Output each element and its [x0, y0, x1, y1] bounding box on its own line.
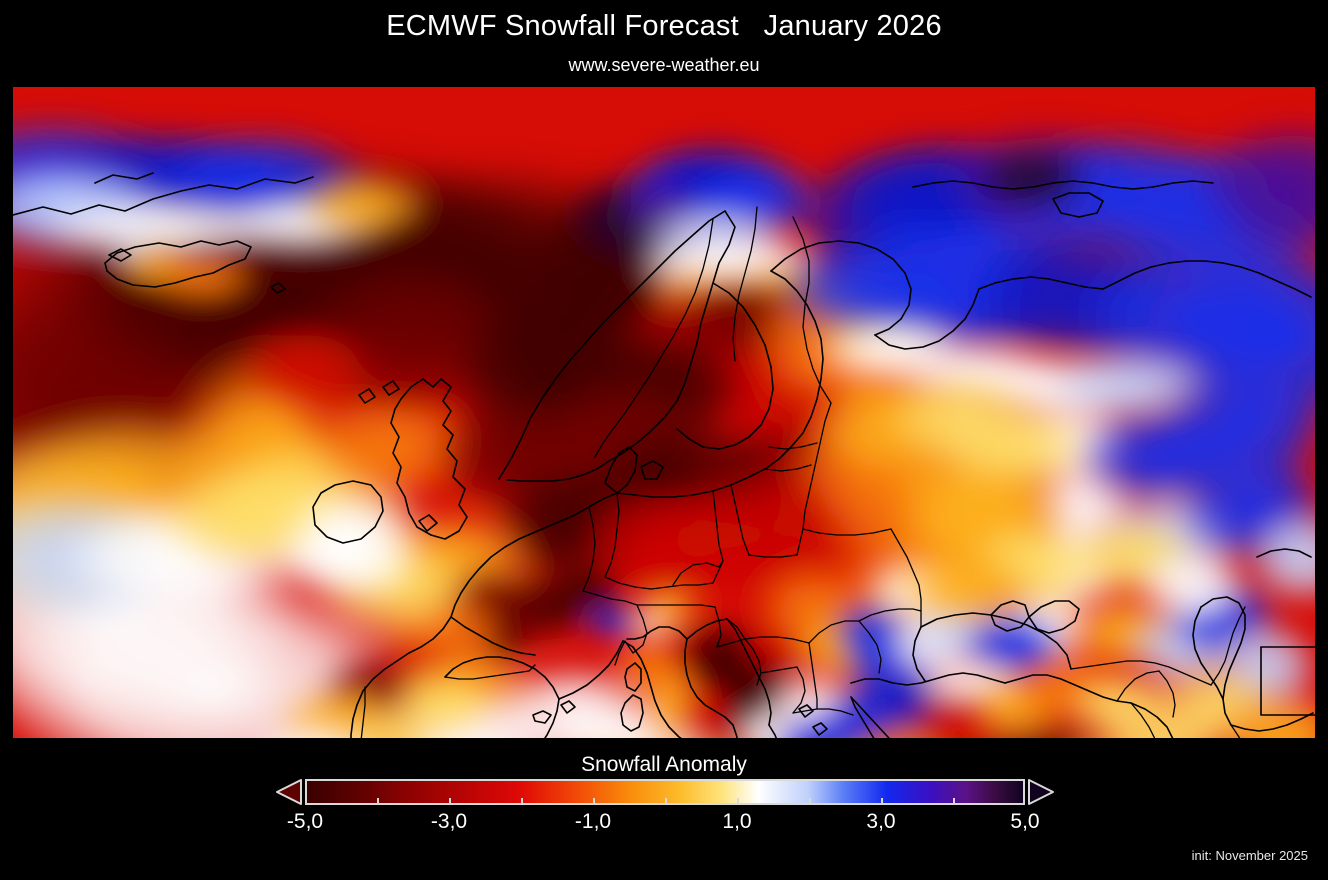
colorbar-tick-label: 3,0	[866, 810, 896, 833]
anomaly-heatmap	[13, 87, 1315, 738]
colorbar-tick	[881, 798, 883, 805]
colorbar-title: Snowfall Anomaly	[581, 753, 747, 776]
anomaly-field	[13, 87, 1315, 738]
colorbar-tick	[521, 798, 523, 805]
colorbar-tick	[449, 798, 451, 805]
colorbar-tick	[953, 798, 955, 805]
colorbar-tick	[665, 798, 667, 805]
country-borders	[360, 206, 1246, 738]
colorbar-tick-label: 1,0	[722, 810, 752, 833]
colorbar[interactable]	[275, 778, 1055, 806]
colorbar-tick-label: -1,0	[574, 810, 612, 833]
colorbar-tick	[809, 798, 811, 805]
init-note: init: November 2025	[1191, 848, 1308, 863]
colorbar-tick	[593, 798, 595, 805]
colorbar-ticks	[305, 779, 1025, 805]
source-url: www.severe-weather.eu	[568, 55, 760, 75]
colorbar-tick-label: -3,0	[430, 810, 468, 833]
colorbar-overflow-arrow-icon	[1028, 779, 1054, 805]
map-canvas[interactable]	[13, 87, 1315, 738]
colorbar-tick-label: -5,0	[286, 810, 324, 833]
colorbar-underflow-arrow-icon	[276, 779, 302, 805]
colorbar-tick-labels: -5,0 -3,0 -1,0 1,0 3,0 5,0	[0, 810, 1328, 838]
colorbar-tick	[377, 798, 379, 805]
page-title: ECMWF Snowfall Forecast January 2026	[386, 10, 942, 42]
colorbar-tick-label: 5,0	[1010, 810, 1040, 833]
colorbar-tick	[737, 798, 739, 805]
coastlines	[13, 172, 1315, 738]
